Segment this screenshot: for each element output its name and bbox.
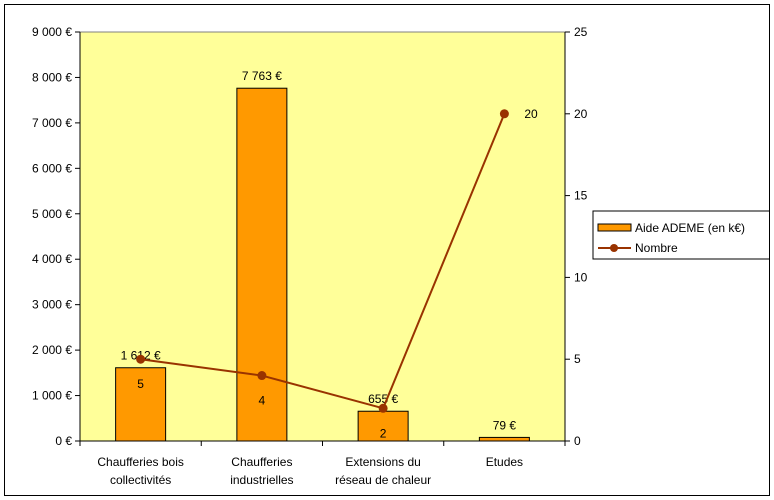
line-data-label: 20	[524, 107, 538, 121]
y-left-tick-label: 0 €	[55, 434, 72, 448]
legend-label-aide: Aide ADEME (en k€)	[635, 221, 745, 235]
bar	[357, 410, 409, 442]
bar-data-label: 79 €	[493, 418, 517, 432]
y-left-tick-label: 7 000 €	[32, 116, 72, 130]
bar	[236, 87, 288, 442]
line-data-label: 4	[259, 394, 266, 408]
line-point	[257, 371, 267, 381]
y-left-tick-label: 8 000 €	[32, 70, 72, 84]
line-point	[136, 354, 146, 364]
legend	[592, 210, 769, 260]
bar-data-label: 7 763 €	[242, 69, 282, 83]
line-series-nombre	[140, 113, 506, 410]
line-data-label: 5	[137, 377, 144, 391]
y-right-tick-label: 25	[574, 25, 588, 39]
legend-label-nombre: Nombre	[635, 241, 678, 255]
y-left-tick-label: 3 000 €	[32, 298, 72, 312]
bar-data-label: 655 €	[368, 392, 398, 406]
y-left-tick-label: 9 000 €	[32, 25, 72, 39]
x-category-label: Chaufferies	[231, 455, 292, 469]
y-left-tick-label: 2 000 €	[32, 343, 72, 357]
line-point	[499, 109, 509, 119]
x-category-label: Chaufferies bois	[97, 455, 184, 469]
chart-frame: 0 € 1 000 € 2 000 € 3 000 € 4 000 € 5 000 € 6 …	[4, 4, 770, 496]
x-category-label: Etudes	[486, 455, 523, 469]
line-point	[378, 403, 388, 413]
y-right-tick-label: 15	[574, 189, 588, 203]
y-right-tick-label: 20	[574, 107, 588, 121]
y-left-tick-label: 4 000 €	[32, 252, 72, 266]
legend-swatch-marker	[610, 244, 618, 252]
y-left-tick-label: 5 000 €	[32, 207, 72, 221]
legend-swatch-bar	[597, 223, 632, 232]
y-left-tick-label: 1 000 €	[32, 389, 72, 403]
y-right-tick-label: 0	[574, 434, 581, 448]
y-left-tick-label: 6 000 €	[32, 161, 72, 175]
x-category-label: réseau de chaleur	[335, 473, 431, 487]
x-category-label: Extensions du	[345, 455, 420, 469]
bar	[478, 436, 530, 442]
bar	[115, 367, 167, 442]
chart: 0 € 1 000 € 2 000 € 3 000 € 4 000 € 5 000 € 6 …	[32, 25, 769, 487]
x-category-label: industrielles	[230, 473, 293, 487]
line-data-label: 2	[380, 426, 387, 440]
y-right-tick-label: 5	[574, 352, 581, 366]
y-right-tick-label: 10	[574, 270, 588, 284]
x-category-label: collectivités	[110, 473, 171, 487]
